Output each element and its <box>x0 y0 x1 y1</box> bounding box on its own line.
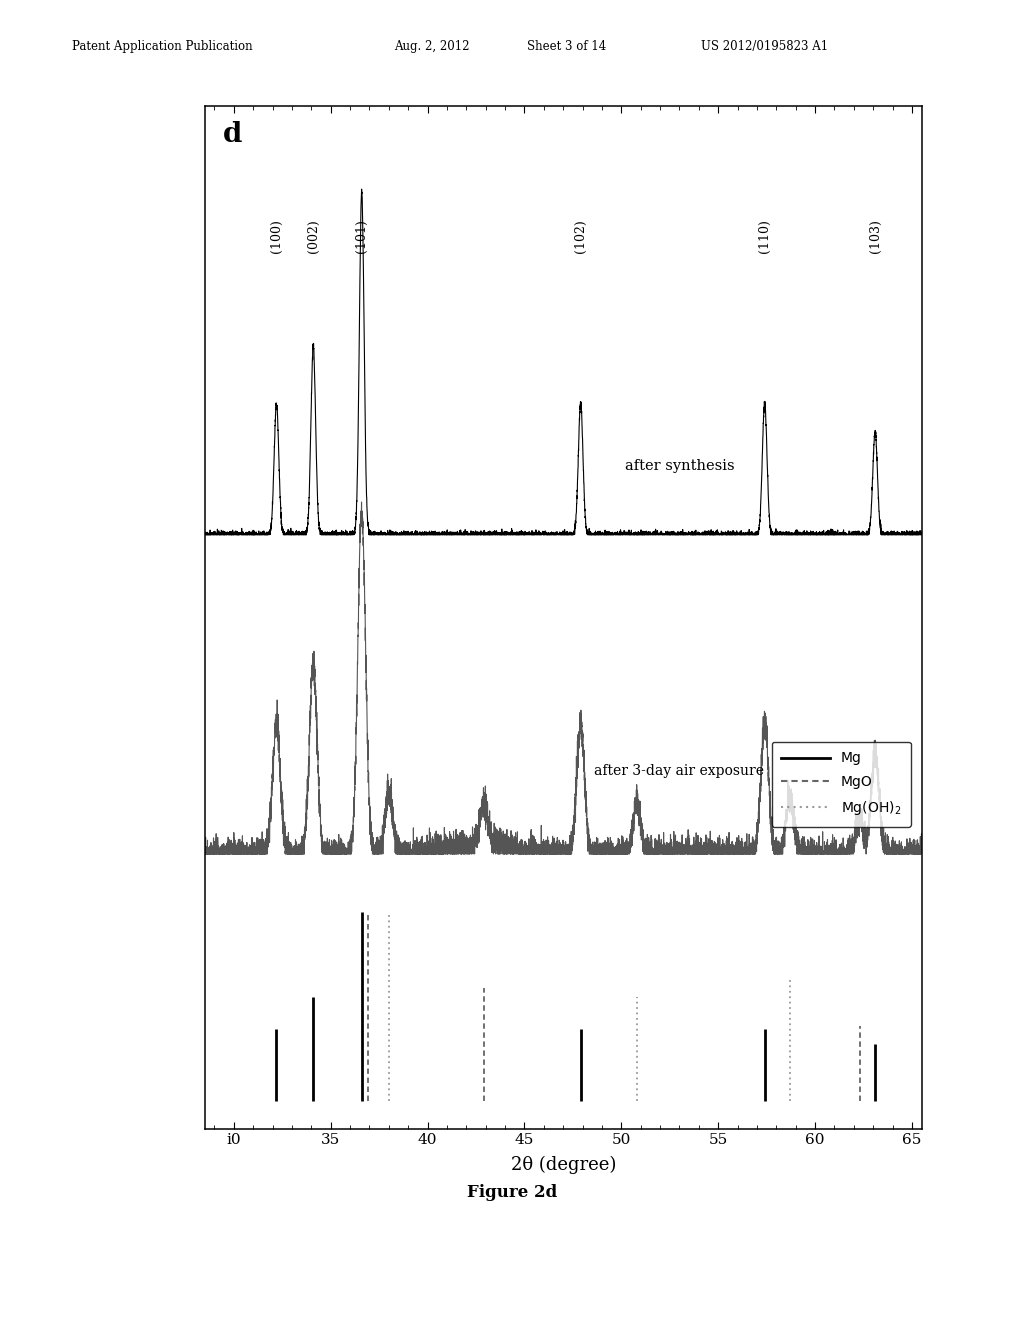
X-axis label: 2θ (degree): 2θ (degree) <box>511 1156 615 1173</box>
Text: (101): (101) <box>355 219 369 253</box>
Legend: Mg, MgO, Mg(OH)$_2$: Mg, MgO, Mg(OH)$_2$ <box>772 742 911 826</box>
Text: after 3-day air exposure: after 3-day air exposure <box>595 764 765 779</box>
Text: Figure 2d: Figure 2d <box>467 1184 557 1201</box>
Text: (002): (002) <box>307 219 319 253</box>
Text: after synthesis: after synthesis <box>625 459 734 473</box>
Text: (100): (100) <box>270 219 283 253</box>
Text: d: d <box>223 121 242 148</box>
Text: US 2012/0195823 A1: US 2012/0195823 A1 <box>701 40 828 53</box>
Text: (110): (110) <box>758 219 771 253</box>
Text: (103): (103) <box>868 219 882 253</box>
Text: Sheet 3 of 14: Sheet 3 of 14 <box>527 40 606 53</box>
Text: Aug. 2, 2012: Aug. 2, 2012 <box>394 40 470 53</box>
Text: (102): (102) <box>574 219 587 253</box>
Text: Patent Application Publication: Patent Application Publication <box>72 40 252 53</box>
